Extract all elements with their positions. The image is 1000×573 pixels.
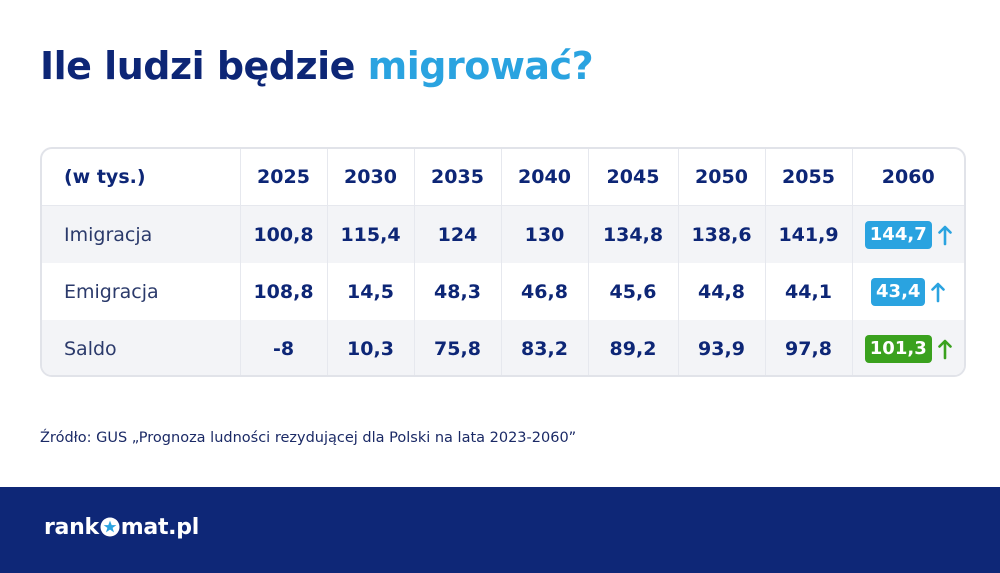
table-cell: 108,8 xyxy=(240,263,328,320)
value-badge: 101,3 xyxy=(864,334,932,363)
page-title: Ile ludzi będzie migrować? xyxy=(40,44,594,88)
source-note: Źródło: GUS „Prognoza ludności rezydując… xyxy=(40,430,577,446)
table-row: Saldo -8 10,3 75,8 83,2 89,2 93,9 97,8 101,3 xyxy=(42,320,964,375)
up-arrow-icon xyxy=(931,282,946,302)
highlight-cell: 43,4 xyxy=(852,263,964,320)
column-header: 2050 xyxy=(678,149,766,206)
table-row: Imigracja 100,8 115,4 124 130 134,8 138,6 141,9… xyxy=(42,205,964,264)
title-part-1: Ile ludzi będzie xyxy=(40,44,355,88)
table-cell: 138,6 xyxy=(678,205,766,263)
table-cell: 83,2 xyxy=(501,320,589,375)
migration-table: (w tys.) 2025 2030 2035 2040 2045 2050 2… xyxy=(40,147,966,377)
column-header: 2040 xyxy=(501,149,589,206)
table-cell: 141,9 xyxy=(765,205,853,263)
column-header: 2025 xyxy=(240,149,328,206)
column-header: 2030 xyxy=(327,149,415,206)
column-header: 2045 xyxy=(588,149,679,206)
logo-text-right: mat.pl xyxy=(120,515,199,540)
table-cell: 46,8 xyxy=(501,263,589,320)
table-cell: -8 xyxy=(240,320,328,375)
row-label: Emigracja xyxy=(42,263,241,320)
rankomat-logo: rank mat.pl xyxy=(44,515,199,540)
table-row: Emigracja 108,8 14,5 48,3 46,8 45,6 44,8 44,1 43… xyxy=(42,263,964,320)
row-label: Saldo xyxy=(42,320,241,375)
up-arrow-icon xyxy=(937,225,952,245)
column-header: 2035 xyxy=(414,149,502,206)
table-cell: 10,3 xyxy=(327,320,415,375)
table-header-row: (w tys.) 2025 2030 2035 2040 2045 2050 2… xyxy=(42,149,964,206)
table-cell: 93,9 xyxy=(678,320,766,375)
highlight-cell: 101,3 xyxy=(852,320,964,375)
up-arrow-icon xyxy=(937,339,952,359)
column-header: (w tys.) xyxy=(42,149,241,206)
table-cell: 134,8 xyxy=(588,205,679,263)
table-cell: 89,2 xyxy=(588,320,679,375)
value-badge: 144,7 xyxy=(864,220,932,249)
table-cell: 115,4 xyxy=(327,205,415,263)
table-cell: 44,8 xyxy=(678,263,766,320)
title-part-2: migrować? xyxy=(367,44,594,88)
table-cell: 48,3 xyxy=(414,263,502,320)
column-header: 2055 xyxy=(765,149,853,206)
table-cell: 130 xyxy=(501,205,589,263)
footer-bar: rank mat.pl xyxy=(0,487,1000,573)
table-cell: 45,6 xyxy=(588,263,679,320)
star-icon xyxy=(100,517,120,537)
table-cell: 97,8 xyxy=(765,320,853,375)
row-label: Imigracja xyxy=(42,205,241,263)
value-badge: 43,4 xyxy=(871,277,926,306)
table-cell: 75,8 xyxy=(414,320,502,375)
table-cell: 44,1 xyxy=(765,263,853,320)
table-cell: 100,8 xyxy=(240,205,328,263)
highlight-cell: 144,7 xyxy=(852,206,964,264)
table-cell: 14,5 xyxy=(327,263,415,320)
column-header: 2060 xyxy=(881,166,935,188)
table-cell: 124 xyxy=(414,205,502,263)
logo-text-left: rank xyxy=(44,515,99,540)
